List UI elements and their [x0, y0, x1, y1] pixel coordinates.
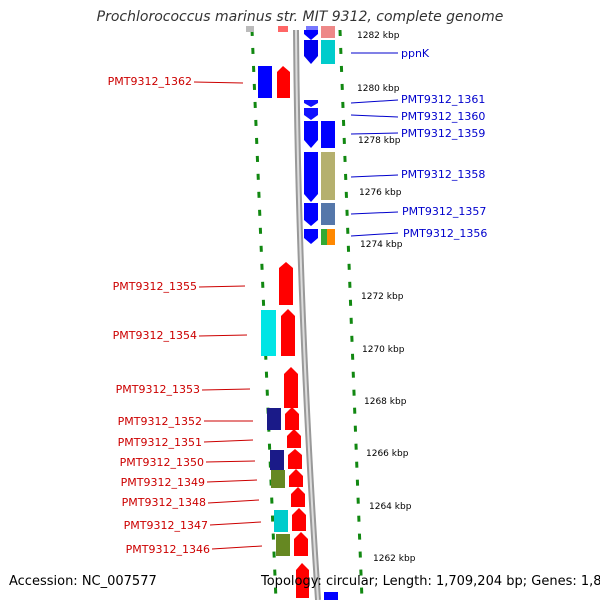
- left-gene-label: PMT9312_1352: [118, 415, 202, 428]
- reverse-genes: [304, 30, 318, 244]
- kbp-tick-labels: 1282 kbp 1280 kbp 1278 kbp 1276 kbp 1274 kbp…: [357, 31, 416, 564]
- cog-boxes-right: [321, 26, 335, 245]
- kbp-tick-label: 1276 kbp: [359, 188, 402, 198]
- left-gene-label: PMT9312_1351: [118, 436, 202, 449]
- right-gene-label: PMT9312_1361: [401, 93, 485, 106]
- top-gene-fragment: [246, 26, 254, 32]
- gene-arrow-forward-icon: [277, 66, 290, 98]
- forward-genes: [258, 66, 338, 600]
- left-gene-label: PMT9312_1349: [121, 476, 205, 489]
- left-gene-label: PMT9312_1350: [120, 456, 204, 469]
- left-gene-label: PMT9312_1355: [113, 280, 197, 293]
- left-gene-labels: PMT9312_1362 PMT9312_1355 PMT9312_1354 PMT9…: [108, 75, 210, 556]
- left-gene-label: PMT9312_1347: [124, 519, 208, 532]
- right-gene-label: PMT9312_1358: [401, 168, 485, 181]
- right-gene-label: ppnK: [401, 47, 430, 60]
- right-gene-label: PMT9312_1360: [401, 110, 485, 123]
- left-gene-label: PMT9312_1362: [108, 75, 192, 88]
- cog-box-icon: [321, 26, 335, 38]
- left-gene-label: PMT9312_1346: [126, 543, 210, 556]
- kbp-tick-label: 1264 kbp: [369, 502, 412, 512]
- kbp-tick-label: 1272 kbp: [361, 292, 404, 302]
- kbp-tick-label: 1278 kbp: [358, 136, 401, 146]
- topology-label: Topology: circular; Length: 1,709,204 bp…: [261, 574, 600, 589]
- kbp-tick-label: 1262 kbp: [373, 554, 416, 564]
- right-leader-lines: [350, 52, 399, 237]
- kbp-tick-label: 1274 kbp: [360, 240, 403, 250]
- right-gene-label: PMT9312_1359: [401, 127, 485, 140]
- right-gene-label: PMT9312_1356: [403, 227, 487, 240]
- map-title: Prochlorococcus marinus str. MIT 9312, c…: [96, 9, 504, 25]
- tick-ruler-left: [250, 29, 278, 600]
- kbp-tick-label: 1270 kbp: [362, 345, 405, 355]
- right-gene-labels: ppnK PMT9312_1361 PMT9312_1360 PMT9312_1359…: [401, 47, 487, 240]
- left-leader-lines: [193, 81, 263, 550]
- kbp-tick-label: 1268 kbp: [364, 397, 407, 407]
- right-gene-label: PMT9312_1357: [402, 205, 486, 218]
- accession-label: Accession: NC_007577: [9, 574, 157, 589]
- left-gene-label: PMT9312_1348: [122, 496, 206, 509]
- gene-arrow-reverse-icon: [304, 30, 318, 40]
- kbp-tick-label: 1282 kbp: [357, 31, 400, 41]
- left-gene-label: PMT9312_1353: [116, 383, 200, 396]
- tick-ruler-right: [338, 29, 364, 600]
- left-gene-label: PMT9312_1354: [113, 329, 197, 342]
- kbp-tick-label: 1266 kbp: [366, 449, 409, 459]
- kbp-tick-label: 1280 kbp: [357, 84, 400, 94]
